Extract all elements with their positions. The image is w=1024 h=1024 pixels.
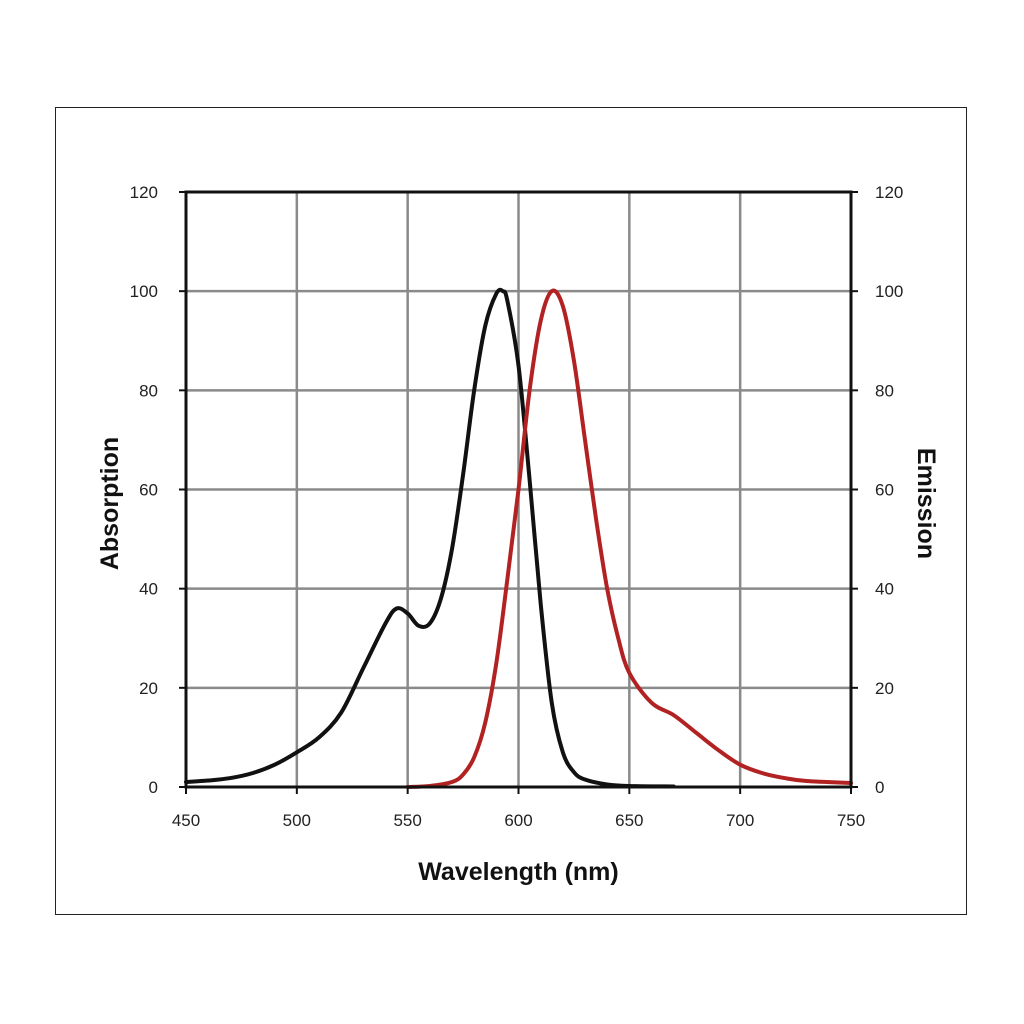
tick-labels: 450 500 550 600 650 700 750 0 20 40 60 80 100 120 0 20 4…: [130, 183, 904, 830]
y-tick-label-right: 20: [875, 679, 894, 698]
grid: [186, 192, 851, 787]
y-tick-label-left: 0: [149, 778, 158, 797]
x-tick-label: 750: [837, 811, 865, 830]
x-tick-label: 700: [726, 811, 754, 830]
x-axis-title: Wavelength (nm): [418, 858, 618, 886]
x-tick-label: 650: [615, 811, 643, 830]
y-tick-label-left: 120: [130, 183, 158, 202]
plot-border: [184, 190, 853, 789]
y-axis-title-left: Absorption: [96, 437, 124, 570]
y-tick-label-right: 120: [875, 183, 903, 202]
y-tick-label-left: 80: [139, 381, 158, 400]
y-tick-label-left: 40: [139, 580, 158, 599]
y-tick-label-right: 80: [875, 381, 894, 400]
y-tick-label-right: 100: [875, 282, 903, 301]
y-tick-label-left: 60: [139, 481, 158, 500]
series-group: [184, 287, 853, 789]
y-tick-label-left: 20: [139, 679, 158, 698]
y-axis-title-right: Emission: [912, 448, 940, 559]
series-line-absorption: [184, 287, 676, 789]
y-tick-label-right: 40: [875, 580, 894, 599]
y-tick-label-right: 60: [875, 481, 894, 500]
x-tick-label: 550: [393, 811, 421, 830]
x-tick-label: 600: [504, 811, 532, 830]
x-tick-label: 500: [283, 811, 311, 830]
y-tick-label-right: 0: [875, 778, 884, 797]
axes: [179, 190, 858, 794]
x-tick-label: 450: [172, 811, 200, 830]
series-line-emission: [405, 288, 853, 789]
y-tick-label-left: 100: [130, 282, 158, 301]
